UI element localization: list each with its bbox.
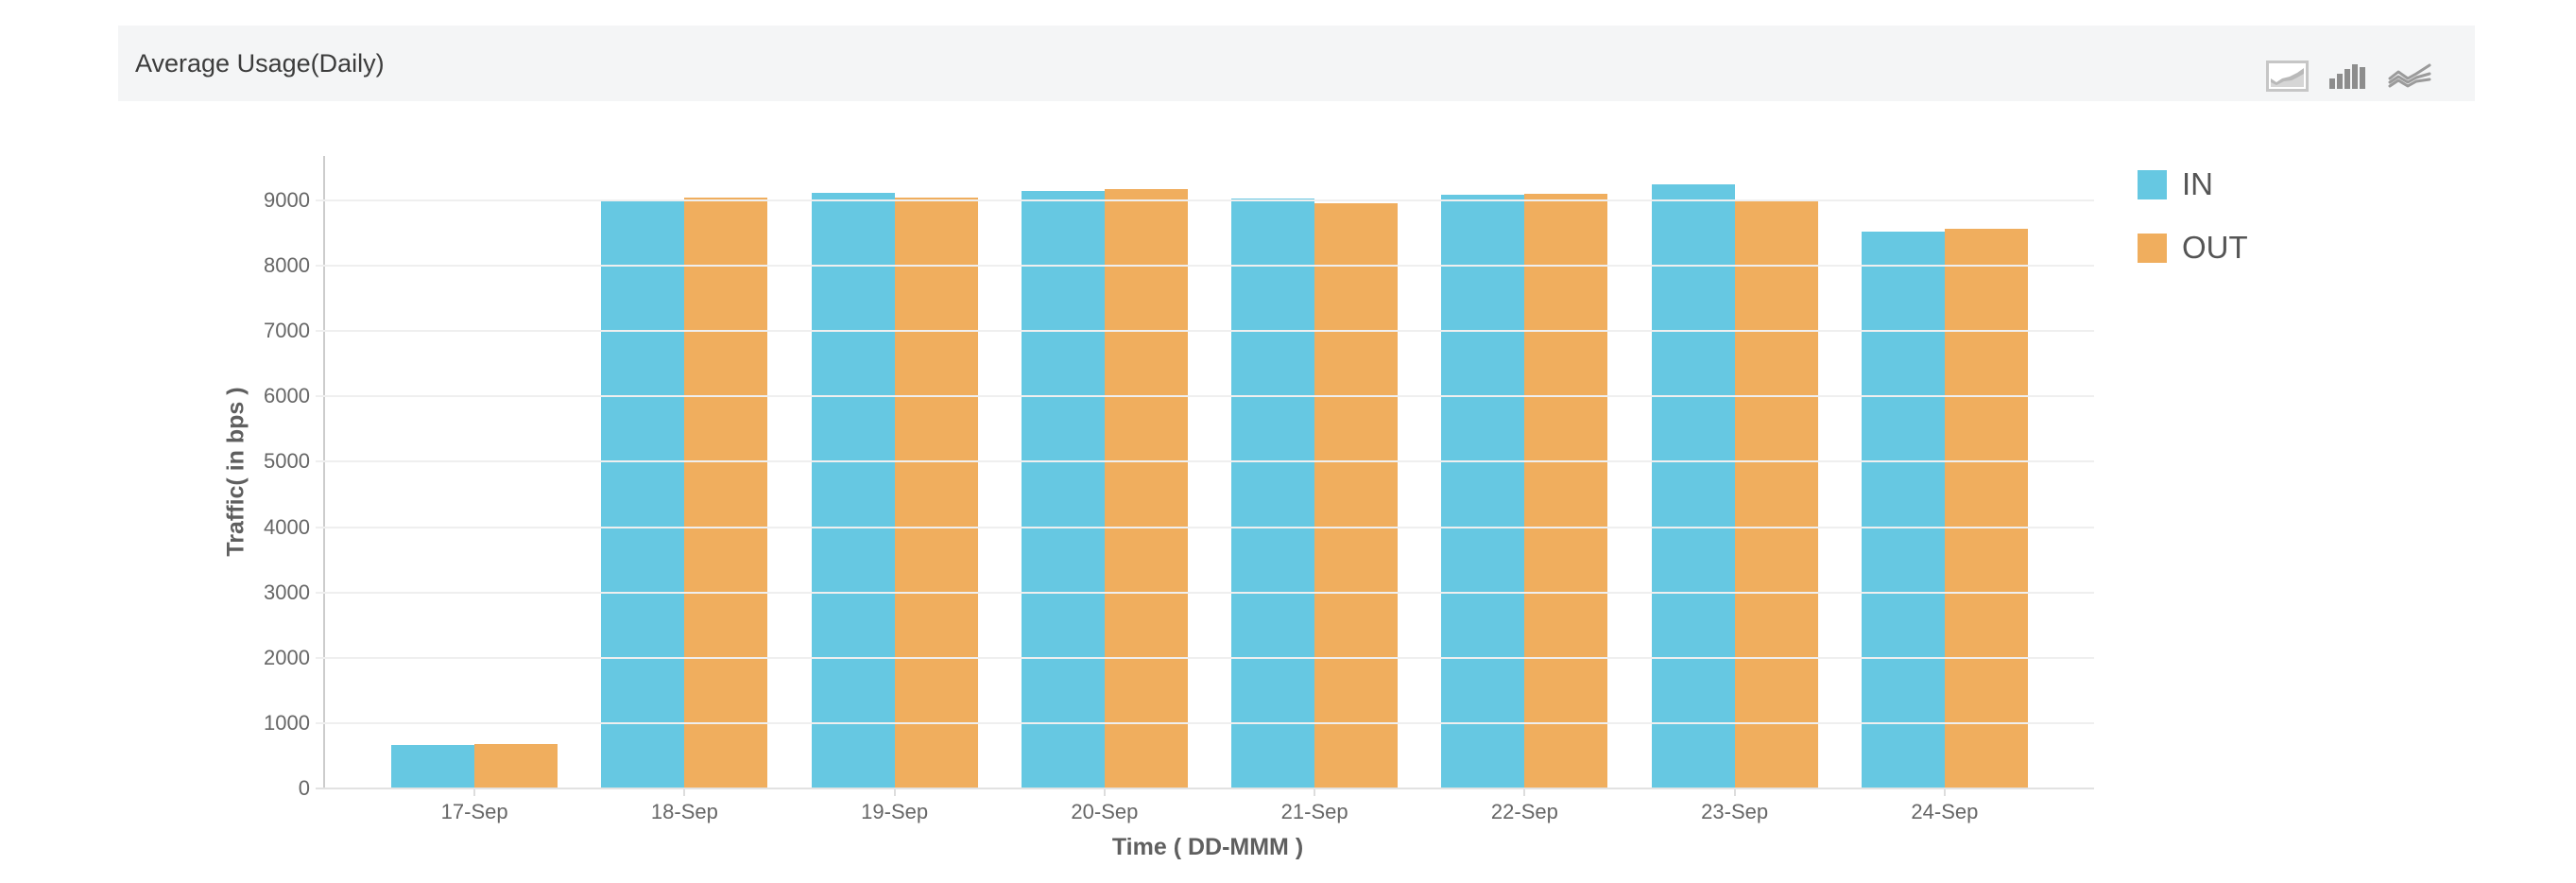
- bar-in-21-Sep[interactable]: [1231, 198, 1315, 788]
- bars-row: 17-Sep 18-Sep 19-Sep 20-Sep 21-Sep 22-Sep 23-S…: [325, 156, 2094, 823]
- y-axis-title: Traffic( in bps ): [222, 387, 249, 557]
- x-tick-23-Sep: [1733, 788, 1736, 796]
- category-slot-19-Sep: 19-Sep: [790, 156, 1000, 823]
- x-tick-label-18-Sep: 18-Sep: [650, 800, 718, 823]
- x-tick-label-19-Sep: 19-Sep: [861, 800, 929, 823]
- bar-out-20-Sep[interactable]: [1104, 188, 1188, 788]
- gridline-9000: [316, 199, 2094, 201]
- x-tick-21-Sep: [1314, 788, 1316, 796]
- legend-label-out: OUT: [2182, 230, 2248, 265]
- y-tick-label-4000: 4000: [264, 514, 310, 539]
- bar-chart-icon[interactable]: [2329, 62, 2367, 89]
- x-tick-19-Sep: [893, 788, 896, 796]
- legend: IN OUT: [2138, 166, 2248, 266]
- bar-in-22-Sep[interactable]: [1441, 195, 1525, 788]
- area-chart-icon[interactable]: [2266, 60, 2309, 92]
- y-tick-label-5000: 5000: [264, 449, 310, 474]
- gridline-0: [316, 788, 2094, 789]
- y-tick-label-8000: 8000: [264, 253, 310, 278]
- category-slot-22-Sep: 22-Sep: [1419, 156, 1629, 823]
- category-slot-24-Sep: 24-Sep: [1840, 156, 2050, 823]
- y-tick-label-0: 0: [298, 776, 310, 800]
- x-axis-title: Time ( DD-MMM ): [1111, 834, 1304, 860]
- x-tick-20-Sep: [1103, 788, 1106, 796]
- category-slot-17-Sep: 17-Sep: [369, 156, 579, 823]
- category-slot-20-Sep: 20-Sep: [1000, 156, 1210, 823]
- category-slot-18-Sep: 18-Sep: [579, 156, 789, 823]
- y-tick-label-6000: 6000: [264, 384, 310, 408]
- gridline-1000: [316, 721, 2094, 724]
- bar-out-24-Sep[interactable]: [1944, 228, 2028, 788]
- y-tick-label-9000: 9000: [264, 188, 310, 212]
- y-tick-label-7000: 7000: [264, 319, 310, 343]
- legend-swatch-in: [2138, 169, 2167, 199]
- gridline-8000: [316, 265, 2094, 268]
- line-chart-icon[interactable]: [2388, 63, 2431, 89]
- x-tick-label-24-Sep: 24-Sep: [1911, 800, 1979, 823]
- bar-out-18-Sep[interactable]: [684, 198, 768, 788]
- plot-area: 17-Sep 18-Sep 19-Sep 20-Sep 21-Sep 22-Sep 23-S…: [264, 156, 2094, 823]
- widget-title: Average Usage(Daily): [135, 48, 385, 78]
- chart-type-switcher: [2266, 60, 2431, 92]
- gridline-2000: [316, 656, 2094, 659]
- legend-label-in: IN: [2182, 166, 2213, 201]
- bar-in-20-Sep[interactable]: [1021, 191, 1105, 788]
- x-tick-18-Sep: [683, 788, 686, 796]
- bar-out-22-Sep[interactable]: [1524, 194, 1608, 788]
- x-tick-label-21-Sep: 21-Sep: [1280, 800, 1348, 823]
- bar-out-19-Sep[interactable]: [894, 197, 978, 788]
- bar-in-17-Sep[interactable]: [391, 744, 475, 788]
- bar-in-24-Sep[interactable]: [1861, 232, 1945, 788]
- x-tick-17-Sep: [473, 788, 476, 796]
- y-tick-label-1000: 1000: [264, 710, 310, 735]
- x-tick-24-Sep: [1943, 788, 1946, 796]
- legend-swatch-out: [2138, 233, 2167, 263]
- gridline-4000: [316, 526, 2094, 528]
- gridline-6000: [316, 395, 2094, 398]
- gridline-3000: [316, 591, 2094, 594]
- category-slot-21-Sep: 21-Sep: [1210, 156, 1419, 823]
- gridline-7000: [316, 330, 2094, 333]
- bar-in-18-Sep[interactable]: [601, 199, 685, 788]
- gridline-5000: [316, 460, 2094, 463]
- x-tick-label-22-Sep: 22-Sep: [1490, 800, 1558, 823]
- y-tick-label-2000: 2000: [264, 645, 310, 669]
- bar-in-23-Sep[interactable]: [1651, 184, 1735, 788]
- x-tick-label-20-Sep: 20-Sep: [1071, 800, 1139, 823]
- x-tick-label-23-Sep: 23-Sep: [1701, 800, 1769, 823]
- bar-out-21-Sep[interactable]: [1314, 203, 1399, 788]
- y-tick-label-3000: 3000: [264, 580, 310, 604]
- bar-out-23-Sep[interactable]: [1734, 200, 1818, 788]
- x-tick-label-17-Sep: 17-Sep: [440, 800, 508, 823]
- widget-header: Average Usage(Daily): [118, 26, 2475, 101]
- legend-item-in[interactable]: IN: [2138, 166, 2248, 202]
- x-tick-22-Sep: [1523, 788, 1526, 796]
- bar-in-19-Sep[interactable]: [811, 193, 895, 788]
- category-slot-23-Sep: 23-Sep: [1630, 156, 1840, 823]
- bar-out-17-Sep[interactable]: [474, 744, 558, 788]
- legend-item-out[interactable]: OUT: [2138, 230, 2248, 266]
